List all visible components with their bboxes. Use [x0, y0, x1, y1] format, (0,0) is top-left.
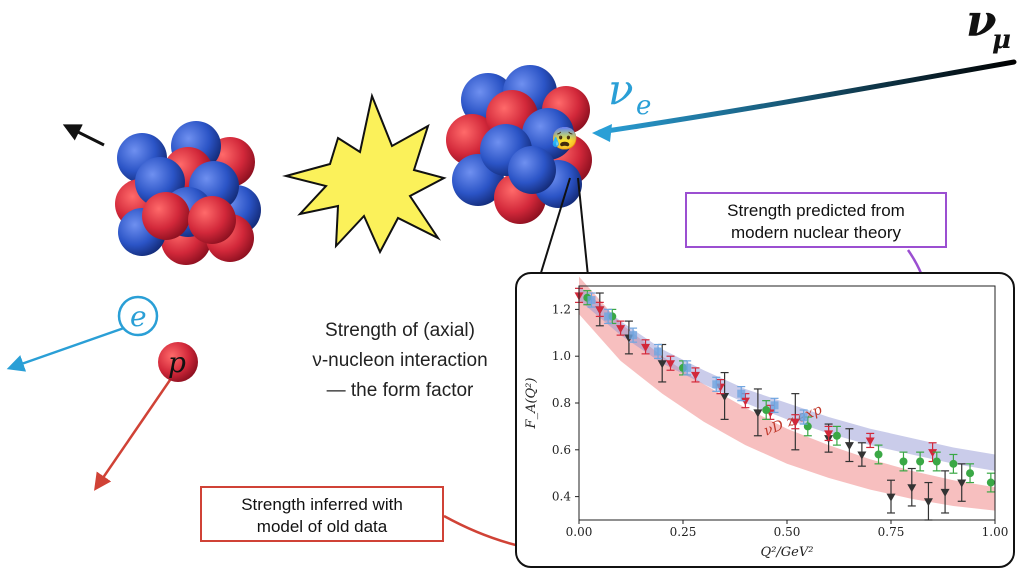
point-red	[690, 371, 700, 380]
point-black	[923, 498, 933, 507]
y-axis-label: F_A(Q²)	[524, 378, 539, 430]
x-tick-label: 1.00	[982, 525, 1009, 539]
point-black	[844, 442, 854, 451]
point-green	[916, 457, 925, 466]
electron-label: e	[130, 300, 147, 333]
point-blue	[587, 296, 596, 305]
nu-mu-label: ν	[966, 0, 997, 47]
point-blue	[629, 331, 638, 340]
form-factor-description: Strength of (axial) ν-nucleon interactio…	[280, 316, 520, 406]
electron-track	[6, 326, 125, 372]
point-blue	[799, 413, 808, 422]
point-black	[753, 409, 763, 418]
nu-e-label: ν	[608, 65, 634, 114]
point-blue	[770, 401, 779, 410]
point-green	[899, 457, 908, 466]
scared-nucleon-emoji: 😰	[551, 126, 579, 151]
point-black	[886, 493, 896, 502]
form-factor-line-2: ν-nucleon interaction	[312, 350, 488, 371]
band-theory	[579, 286, 995, 471]
point-black	[957, 479, 967, 488]
theory-callout-line-1: Strength predicted from	[727, 201, 905, 220]
point-blue	[737, 389, 746, 398]
point-green	[832, 431, 841, 440]
band-old-data	[579, 276, 995, 511]
old-data-callout: Strength inferred with model of old data	[200, 486, 444, 542]
zoom-line-right	[577, 177, 589, 277]
theory-callout-line-2: modern nuclear theory	[730, 223, 902, 242]
point-red	[928, 449, 938, 458]
x-tick-label: 0.25	[670, 525, 697, 539]
point-red	[740, 397, 750, 406]
point-blue	[683, 363, 692, 372]
point-red	[666, 360, 676, 369]
old-data-callout-line-2: model of old data	[256, 517, 388, 536]
proton-ball	[158, 342, 198, 382]
point-black	[907, 484, 917, 493]
x-tick-label: 0.75	[878, 525, 905, 539]
nu-e-subscript: e	[636, 91, 651, 121]
point-green	[932, 457, 941, 466]
nu-mu-subscript: μ	[992, 25, 1011, 55]
point-red	[595, 306, 605, 315]
nu-mu-beam	[597, 59, 1017, 135]
x-tick-label: 0.50	[774, 525, 801, 539]
left-nucleus	[115, 121, 261, 265]
point-red	[865, 437, 875, 446]
recoil-arrow	[62, 124, 105, 147]
point-black	[657, 360, 667, 369]
y-tick-label: 1.2	[552, 302, 571, 316]
point-blue	[654, 347, 663, 356]
zoom-line-left	[539, 177, 571, 277]
point-green	[762, 406, 771, 415]
point-red	[641, 343, 651, 352]
point-black	[940, 488, 950, 497]
point-black	[720, 392, 730, 401]
theory-callout: Strength predicted from modern nuclear t…	[685, 192, 947, 248]
old-data-callout-line-1: Strength inferred with	[241, 495, 403, 514]
nu-beam-arrowhead	[592, 124, 612, 142]
point-green	[966, 469, 975, 478]
point-blue	[604, 312, 613, 321]
point-green	[986, 478, 995, 487]
point-red	[824, 430, 834, 439]
x-tick-label: 0.00	[566, 525, 593, 539]
point-red	[616, 325, 626, 334]
proton-label: p	[168, 346, 186, 379]
form-factor-chart-panel: νD z exp 0.00 0.25 0.50 0.75 1.00 0.4 0.6 0.8 1.0…	[515, 272, 1015, 568]
right-nucleus	[446, 65, 592, 224]
proton-track	[94, 379, 172, 491]
y-tick-label: 0.6	[552, 443, 571, 457]
form-factor-line-3: — the form factor	[326, 380, 474, 401]
point-green	[874, 450, 883, 459]
y-tick-label: 1.0	[552, 349, 571, 363]
electron-circle	[117, 295, 159, 337]
collision-starburst	[282, 92, 447, 255]
point-black	[857, 451, 867, 460]
x-axis-label: Q²/GeV²	[761, 545, 814, 560]
point-red	[790, 418, 800, 427]
y-tick-label: 0.4	[552, 490, 571, 504]
point-green	[949, 459, 958, 468]
form-factor-line-1: Strength of (axial)	[325, 320, 475, 341]
y-tick-label: 0.8	[552, 396, 571, 410]
point-blue	[712, 380, 721, 389]
